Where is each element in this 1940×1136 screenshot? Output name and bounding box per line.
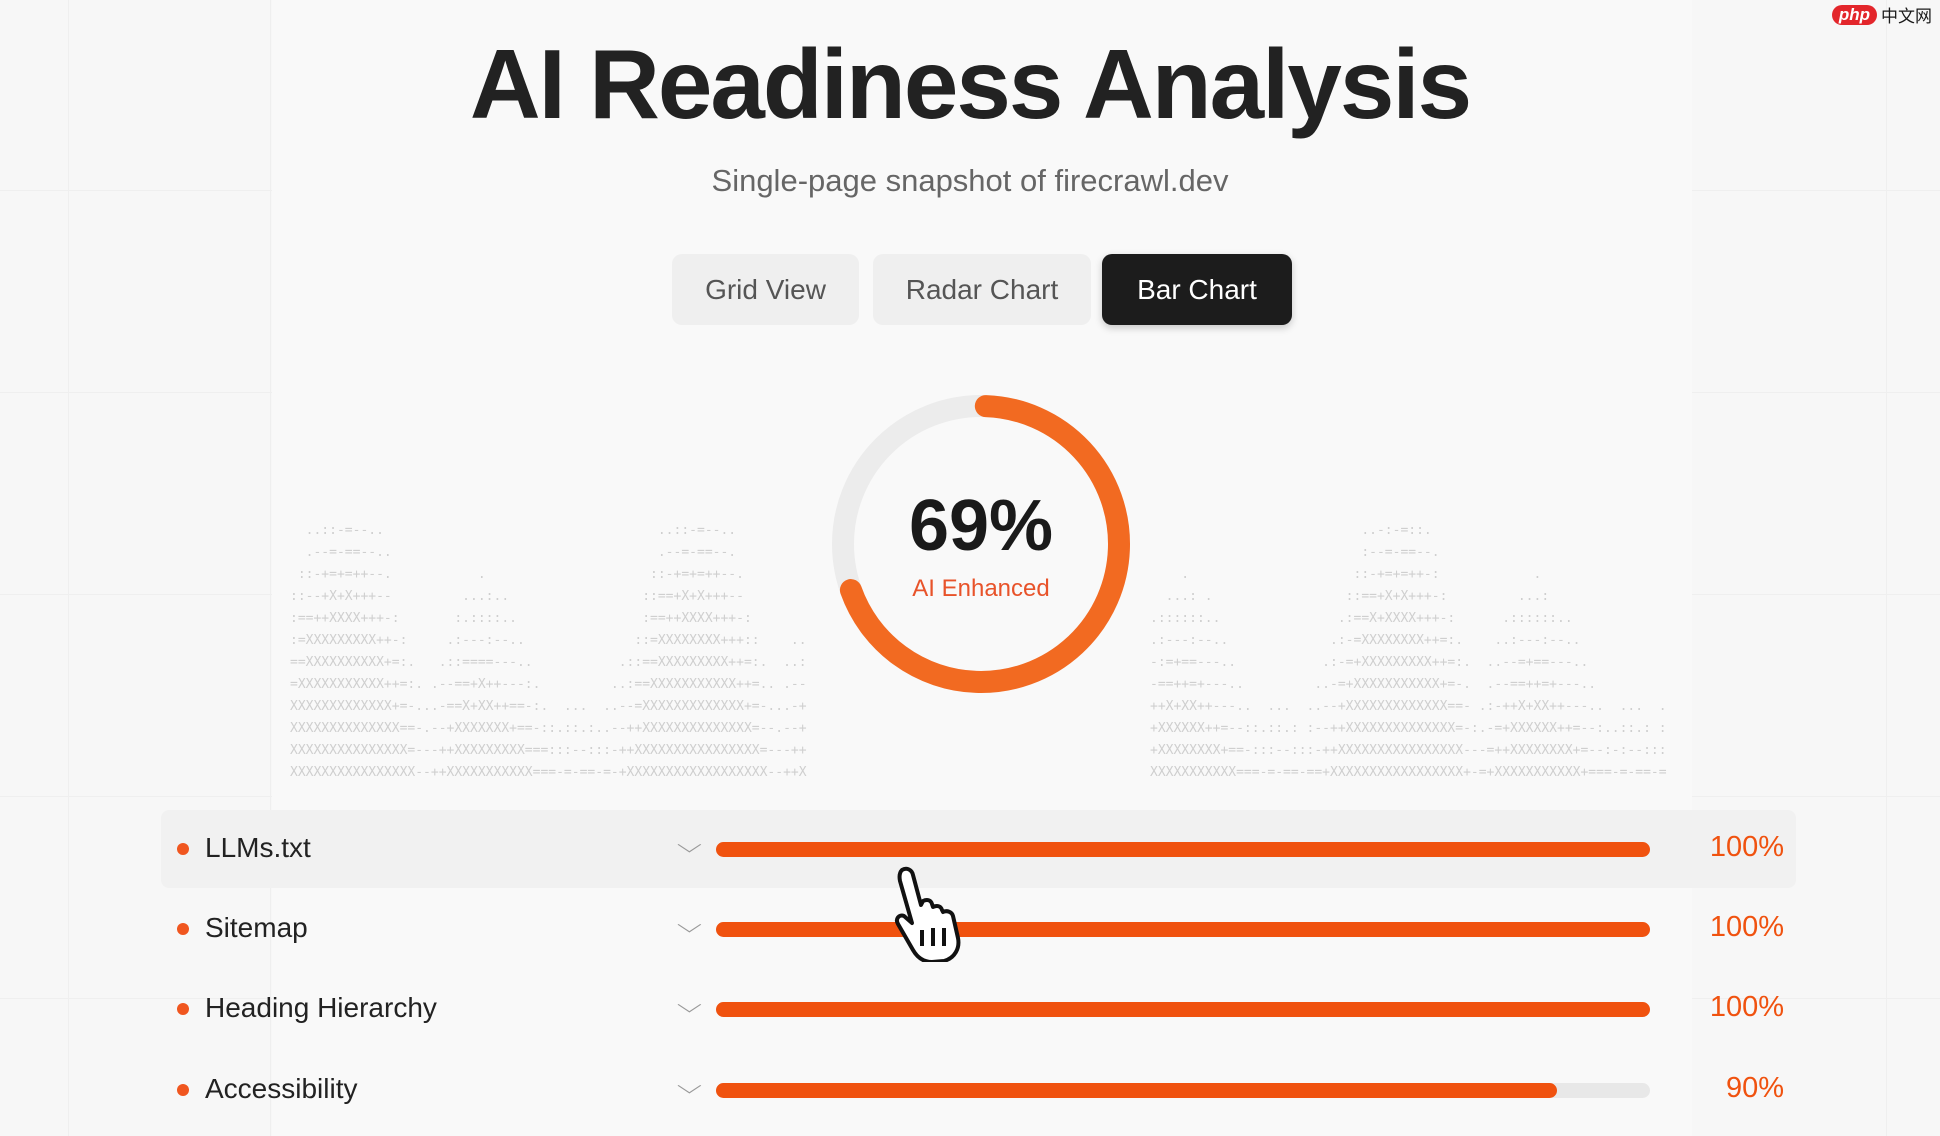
score-ring [832,395,1130,693]
bullet-dot [177,1003,189,1015]
chevron-down-icon[interactable]: ⌵ [676,1073,702,1098]
chevron-down-icon[interactable]: ⌵ [676,832,702,857]
chevron-down-icon[interactable]: ⌵ [676,912,702,937]
main-panel [272,0,1692,1136]
metric-bar-fill [716,1002,1650,1017]
watermark: php 中文网 [1831,2,1932,27]
metric-bar-track [716,1002,1650,1017]
chevron-down-icon[interactable]: ⌵ [676,992,702,1017]
tab-grid-view[interactable]: Grid View [672,254,859,325]
metric-value: 100% [1709,991,1784,1023]
metric-bar-fill [716,1083,1557,1098]
metric-bar-fill [716,842,1650,857]
metric-value: 100% [1709,831,1784,863]
score-value: 69% [908,486,1054,566]
score-label: AI Enhanced [912,575,1050,602]
metric-bar-fill [716,922,1650,937]
page-title: AI Readiness Analysis [469,29,1472,139]
score-ring-arc [832,395,1130,693]
metric-label: Accessibility [205,1073,358,1104]
metric-value: 100% [1709,911,1784,943]
metric-bar-track [716,1083,1650,1098]
metric-bar-track [716,922,1650,937]
page-subtitle: Single-page snapshot of firecrawl.dev [711,163,1229,198]
hand-cursor-icon [894,866,961,962]
metric-label: Sitemap [205,912,308,943]
metric-row[interactable]: Sitemap ⌵ 100% [161,890,1796,968]
metric-label: LLMs.txt [205,832,311,863]
bullet-dot [177,1084,189,1096]
ascii-art-background-right: ..-:-=::. :--=-==--. . ::-+=+=++-: . ...… [1150,523,1667,780]
watermark-text: 中文网 [1881,7,1932,26]
metric-label: Heading Hierarchy [205,992,437,1023]
bullet-dot [177,923,189,935]
tab-radar-chart[interactable]: Radar Chart [873,254,1091,325]
watermark-logo: php [1831,4,1877,25]
tab-bar-chart[interactable]: Bar Chart [1102,254,1292,325]
metric-row[interactable]: Accessibility ⌵ 90% [161,1051,1796,1129]
bullet-dot [177,843,189,855]
metric-bar-track [716,842,1650,857]
metric-value: 90% [1725,1072,1784,1104]
ascii-art-background-left: ..::-=--.. ..::-=--.. .--=-==--.. .--=-=… [290,523,807,780]
metric-row[interactable]: LLMs.txt ⌵ 100% [161,810,1796,888]
metric-row[interactable]: Heading Hierarchy ⌵ 100% [161,970,1796,1048]
